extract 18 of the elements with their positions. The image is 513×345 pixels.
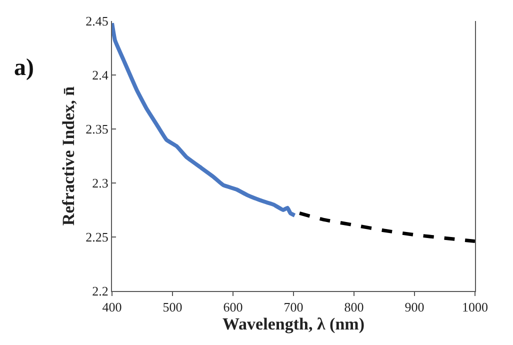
y-tick-label: 2.2 xyxy=(92,284,108,299)
x-tick-label: 900 xyxy=(404,300,424,315)
text: a) xyxy=(14,55,34,81)
y-tick-label: 2.3 xyxy=(92,176,108,191)
line-series xyxy=(112,21,297,218)
y-tick-label: 2.45 xyxy=(86,14,108,29)
x-tick-label: 800 xyxy=(344,300,364,315)
x-tick-label: 600 xyxy=(223,300,243,315)
x-axis-title: Wavelength, λ (nm) xyxy=(222,314,364,334)
x-tick-label: 500 xyxy=(162,300,182,315)
y-tick-label: 2.4 xyxy=(92,68,109,83)
x-tick-label: 400 xyxy=(102,300,122,315)
x-tick-label: 700 xyxy=(284,300,304,315)
y-tick-label: 2.35 xyxy=(86,122,108,137)
y-tick-label: 2.25 xyxy=(86,230,108,245)
line-series xyxy=(298,211,475,244)
y-axis-title: Refractive Index, n̄ xyxy=(59,86,78,226)
x-tick-label: 1000 xyxy=(462,300,488,315)
